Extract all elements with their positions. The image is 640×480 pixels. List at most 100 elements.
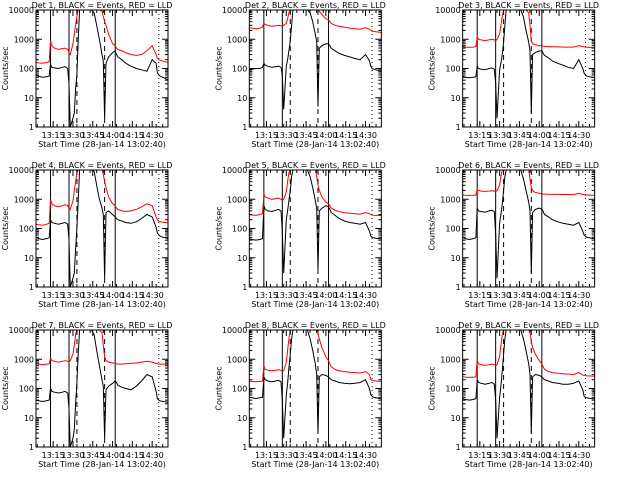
- y-tick-label: 1000: [14, 195, 34, 204]
- x-tick-label: 14:15: [547, 451, 570, 460]
- panel-5: Det 5, BLACK = Events, RED = LLD 1 10 100 10…: [214, 161, 385, 309]
- x-tick-label: 14:30: [567, 131, 590, 140]
- y-tick-label: 10: [237, 414, 247, 423]
- x-tick-label: 14:30: [141, 291, 164, 300]
- series-lld-line: [249, 169, 382, 217]
- series-lld-line: [35, 169, 169, 226]
- panel-8: Det 8, BLACK = Events, RED = LLD 1 10 100 10…: [214, 321, 385, 469]
- x-tick-label: 13:15: [468, 451, 491, 460]
- y-tick-label: 1000: [440, 35, 460, 44]
- y-tick-label: 100: [232, 65, 247, 74]
- series-events-line: [35, 329, 169, 448]
- y-tick-label: 1: [29, 283, 34, 292]
- x-tick-label: 13:15: [42, 131, 65, 140]
- panel-title: Det 1, BLACK = Events, RED = LLD: [32, 1, 173, 10]
- series-events-line: [462, 9, 595, 119]
- panel-2: Det 2, BLACK = Events, RED = LLD 1 10 100 10…: [214, 1, 385, 149]
- series-lld-line: [462, 329, 595, 378]
- y-tick-label: 10000: [435, 166, 460, 175]
- y-tick-label: 1000: [227, 35, 247, 44]
- x-tick-label: 14:30: [141, 451, 164, 460]
- x-tick-label: 13:30: [61, 131, 84, 140]
- x-tick-label: 13:30: [488, 291, 511, 300]
- x-axis-label: Start Time (28-Jan-14 13:02:40): [38, 140, 166, 149]
- y-axis-label: Counts/sec: [214, 46, 223, 90]
- y-tick-label: 10000: [435, 6, 460, 15]
- y-tick-label: 1: [242, 283, 247, 292]
- x-tick-label: 13:15: [468, 291, 491, 300]
- x-tick-label: 14:00: [528, 291, 551, 300]
- series-lld-line: [249, 9, 382, 33]
- y-tick-label: 1000: [14, 355, 34, 364]
- plot-frame: [35, 169, 169, 288]
- x-tick-label: 13:45: [508, 131, 531, 140]
- x-tick-label: 14:00: [528, 451, 551, 460]
- y-tick-label: 1000: [440, 355, 460, 364]
- y-tick-label: 1: [456, 443, 461, 452]
- series-lld-line: [249, 329, 382, 383]
- x-tick-label: 14:15: [547, 291, 570, 300]
- x-tick-label: 13:15: [468, 131, 491, 140]
- y-tick-label: 1000: [14, 35, 34, 44]
- x-tick-label: 13:30: [275, 291, 298, 300]
- y-tick-label: 10000: [222, 166, 247, 175]
- plot-frame: [248, 9, 382, 128]
- y-tick-label: 100: [19, 65, 34, 74]
- x-axis-label: Start Time (28-Jan-14 13:02:40): [465, 140, 593, 149]
- x-axis-label: Start Time (28-Jan-14 13:02:40): [251, 460, 379, 469]
- x-tick-label: 13:15: [42, 451, 65, 460]
- y-tick-label: 10000: [222, 6, 247, 15]
- x-tick-label: 13:30: [488, 131, 511, 140]
- x-tick-label: 14:00: [528, 131, 551, 140]
- x-tick-label: 13:30: [275, 131, 298, 140]
- y-axis-label: Counts/sec: [1, 366, 10, 410]
- y-tick-label: 1000: [227, 195, 247, 204]
- x-tick-label: 14:00: [101, 291, 124, 300]
- x-tick-label: 14:00: [314, 451, 337, 460]
- x-tick-label: 14:30: [567, 291, 590, 300]
- x-tick-label: 14:15: [547, 131, 570, 140]
- series-events-line: [249, 169, 382, 274]
- x-tick-label: 14:00: [101, 451, 124, 460]
- x-tick-label: 14:00: [314, 131, 337, 140]
- x-axis-label: Start Time (28-Jan-14 13:02:40): [251, 300, 379, 309]
- y-tick-label: 100: [232, 385, 247, 394]
- panel-title: Det 5, BLACK = Events, RED = LLD: [245, 161, 386, 170]
- panel-9: Det 9, BLACK = Events, RED = LLD 1 10 100 10…: [428, 321, 599, 469]
- panel-title: Det 7, BLACK = Events, RED = LLD: [32, 321, 173, 330]
- x-tick-label: 14:30: [354, 131, 377, 140]
- x-tick-label: 13:45: [295, 131, 318, 140]
- y-tick-label: 10: [24, 254, 34, 263]
- y-tick-label: 10000: [9, 166, 34, 175]
- x-tick-label: 13:15: [42, 291, 65, 300]
- y-axis-label: Counts/sec: [214, 206, 223, 250]
- y-tick-label: 10: [24, 414, 34, 423]
- x-tick-label: 13:45: [295, 451, 318, 460]
- series-lld-line: [462, 169, 595, 196]
- x-axis-label: Start Time (28-Jan-14 13:02:40): [465, 300, 593, 309]
- x-axis-label: Start Time (28-Jan-14 13:02:40): [465, 460, 593, 469]
- y-axis-label: Counts/sec: [428, 46, 437, 90]
- x-tick-label: 14:15: [334, 451, 357, 460]
- x-tick-label: 14:30: [567, 451, 590, 460]
- x-tick-label: 14:15: [121, 291, 144, 300]
- x-tick-label: 13:45: [508, 291, 531, 300]
- x-tick-label: 13:45: [508, 451, 531, 460]
- y-tick-label: 100: [232, 225, 247, 234]
- x-tick-label: 14:00: [101, 131, 124, 140]
- x-tick-label: 14:15: [334, 131, 357, 140]
- x-tick-label: 13:45: [81, 131, 104, 140]
- series-events-line: [249, 329, 382, 439]
- panel-3: Det 3, BLACK = Events, RED = LLD 1 10 100 10…: [428, 1, 599, 149]
- panel-7: Det 7, BLACK = Events, RED = LLD 1 10 100 10…: [1, 321, 172, 469]
- plot-frame: [462, 329, 596, 448]
- x-tick-label: 13:30: [275, 451, 298, 460]
- plot-frame: [35, 329, 169, 448]
- y-tick-label: 100: [445, 225, 460, 234]
- series-events-line: [462, 329, 595, 439]
- y-tick-label: 1000: [227, 355, 247, 364]
- y-tick-label: 1: [29, 123, 34, 132]
- y-axis-label: Counts/sec: [1, 46, 10, 90]
- x-tick-label: 13:45: [81, 291, 104, 300]
